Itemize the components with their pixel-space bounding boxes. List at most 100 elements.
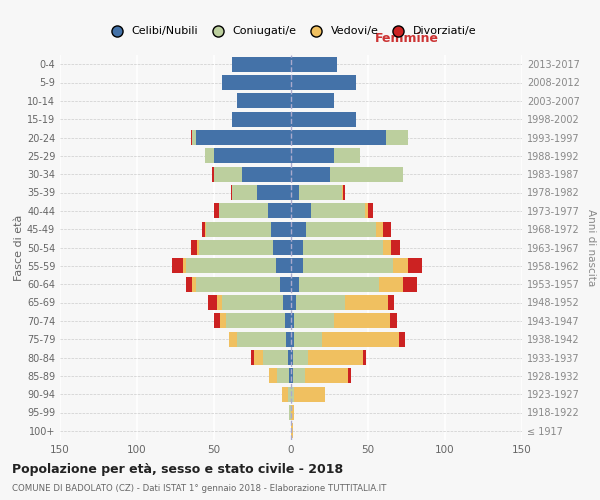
Bar <box>386 130 408 145</box>
Bar <box>343 185 345 200</box>
Text: COMUNE DI BADOLATO (CZ) - Dati ISTAT 1° gennaio 2018 - Elaborazione TUTTITALIA.I: COMUNE DI BADOLATO (CZ) - Dati ISTAT 1° … <box>12 484 386 493</box>
Bar <box>232 185 257 200</box>
Bar <box>294 332 322 346</box>
Bar <box>231 185 232 200</box>
Bar <box>399 332 405 346</box>
Bar <box>263 350 288 365</box>
Bar <box>307 222 376 236</box>
Bar <box>218 204 268 218</box>
Bar <box>345 295 388 310</box>
Bar <box>205 222 206 236</box>
Bar <box>242 166 291 182</box>
Bar <box>196 130 291 145</box>
Legend: Celibi/Nubili, Coniugati/e, Vedovi/e, Divorziati/e: Celibi/Nubili, Coniugati/e, Vedovi/e, Di… <box>101 22 481 41</box>
Bar <box>214 314 220 328</box>
Bar <box>291 295 296 310</box>
Bar <box>222 295 283 310</box>
Bar <box>199 240 272 255</box>
Bar <box>212 166 214 182</box>
Bar <box>299 185 342 200</box>
Bar <box>285 314 291 328</box>
Bar <box>296 295 345 310</box>
Bar <box>257 185 291 200</box>
Bar <box>220 314 226 328</box>
Bar <box>291 276 299 291</box>
Bar <box>186 258 275 274</box>
Bar <box>288 386 291 402</box>
Bar <box>299 276 379 291</box>
Bar <box>206 222 271 236</box>
Bar <box>232 112 291 126</box>
Bar <box>214 166 242 182</box>
Bar <box>291 166 329 182</box>
Bar <box>271 222 291 236</box>
Bar <box>304 240 383 255</box>
Bar <box>389 314 397 328</box>
Bar <box>294 314 334 328</box>
Bar <box>254 350 263 365</box>
Bar <box>208 295 217 310</box>
Bar <box>286 332 291 346</box>
Bar <box>294 386 325 402</box>
Bar <box>272 240 291 255</box>
Bar <box>291 56 337 72</box>
Bar <box>214 148 291 164</box>
Bar <box>183 258 186 274</box>
Bar <box>304 258 392 274</box>
Text: Popolazione per età, sesso e stato civile - 2018: Popolazione per età, sesso e stato civil… <box>12 462 343 475</box>
Bar <box>291 75 356 90</box>
Bar <box>311 204 365 218</box>
Bar <box>193 130 196 145</box>
Bar <box>229 332 237 346</box>
Bar <box>329 166 403 182</box>
Bar <box>193 276 196 291</box>
Bar <box>308 350 364 365</box>
Bar <box>293 368 305 384</box>
Bar <box>214 204 218 218</box>
Bar <box>280 276 291 291</box>
Bar <box>291 204 311 218</box>
Bar <box>291 424 293 438</box>
Bar <box>191 240 197 255</box>
Bar <box>196 276 280 291</box>
Bar <box>197 240 199 255</box>
Bar <box>291 332 294 346</box>
Bar <box>283 295 291 310</box>
Bar <box>232 56 291 72</box>
Bar <box>408 258 422 274</box>
Bar <box>291 222 307 236</box>
Bar <box>202 222 205 236</box>
Bar <box>237 94 291 108</box>
Bar <box>364 350 367 365</box>
Text: Femmine: Femmine <box>374 32 439 46</box>
Bar <box>383 240 391 255</box>
Bar <box>251 350 254 365</box>
Bar <box>282 386 288 402</box>
Bar <box>291 350 293 365</box>
Bar <box>403 276 417 291</box>
Bar <box>277 368 289 384</box>
Bar <box>291 148 334 164</box>
Bar <box>342 185 343 200</box>
Bar <box>186 276 193 291</box>
Bar <box>322 332 399 346</box>
Bar <box>289 368 291 384</box>
Bar <box>291 185 299 200</box>
Bar <box>191 130 193 145</box>
Bar <box>383 222 391 236</box>
Bar <box>392 258 408 274</box>
Bar <box>205 148 214 164</box>
Y-axis label: Fasce di età: Fasce di età <box>14 214 24 280</box>
Bar <box>291 94 334 108</box>
Bar <box>293 350 308 365</box>
Bar <box>226 314 285 328</box>
Bar <box>334 314 389 328</box>
Bar <box>291 368 293 384</box>
Bar <box>291 258 304 274</box>
Bar <box>368 204 373 218</box>
Bar <box>305 368 348 384</box>
Bar <box>222 75 291 90</box>
Bar <box>334 148 360 164</box>
Bar <box>291 240 304 255</box>
Bar <box>291 130 386 145</box>
